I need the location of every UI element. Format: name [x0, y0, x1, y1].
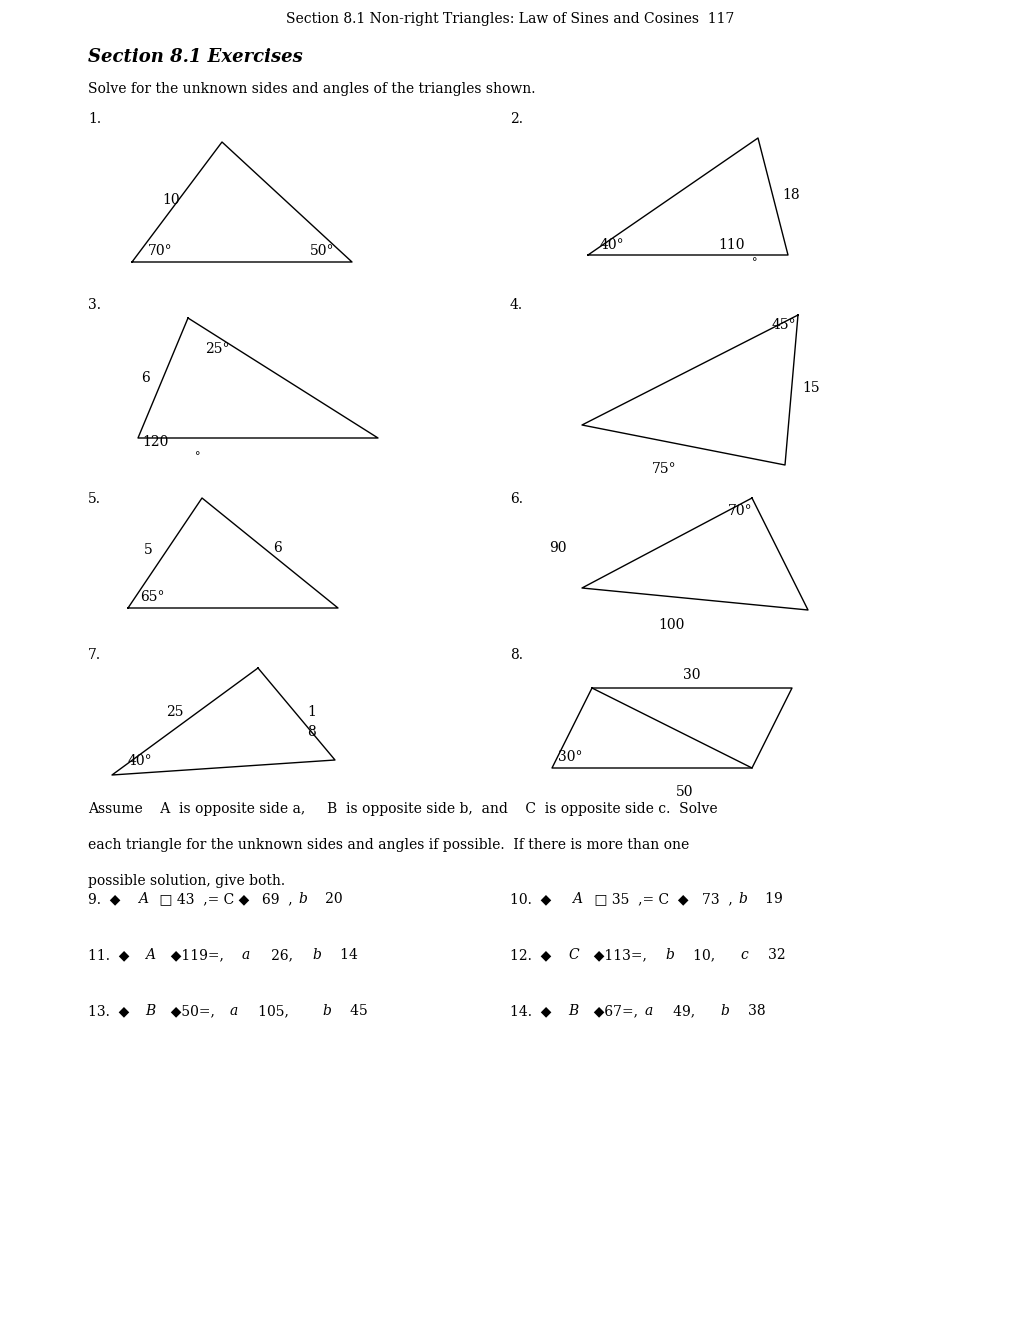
Text: 32: 32: [754, 948, 785, 962]
Text: ◆50=,: ◆50=,: [162, 1005, 215, 1018]
Text: Solve for the unknown sides and angles of the triangles shown.: Solve for the unknown sides and angles o…: [88, 82, 535, 96]
Text: 100: 100: [658, 618, 685, 632]
Text: 45: 45: [336, 1005, 368, 1018]
Text: 1: 1: [308, 705, 316, 719]
Text: 50°: 50°: [310, 244, 334, 257]
Text: 70°: 70°: [148, 244, 172, 257]
Text: 50: 50: [676, 785, 693, 799]
Text: 12.  ◆: 12. ◆: [510, 948, 550, 962]
Text: 10: 10: [162, 193, 179, 207]
Text: 30: 30: [683, 668, 700, 682]
Text: b: b: [322, 1005, 330, 1018]
Text: b: b: [738, 892, 746, 906]
Text: 40°: 40°: [599, 238, 624, 252]
Text: each triangle for the unknown sides and angles if possible.  If there is more th: each triangle for the unknown sides and …: [88, 838, 689, 851]
Text: 6: 6: [273, 541, 282, 554]
Text: 49,: 49,: [659, 1005, 694, 1018]
Text: A: A: [572, 892, 582, 906]
Text: 8.: 8.: [510, 648, 523, 663]
Text: 110: 110: [717, 238, 744, 252]
Text: 6.: 6.: [510, 492, 523, 506]
Text: 30°: 30°: [557, 750, 582, 764]
Text: 38: 38: [735, 1005, 765, 1018]
Text: 19: 19: [751, 892, 782, 906]
Text: 4.: 4.: [510, 298, 523, 312]
Text: a: a: [644, 1005, 652, 1018]
Text: Assume    A  is opposite side a,     B  is opposite side b,  and    C  is opposi: Assume A is opposite side a, B is opposi…: [88, 803, 717, 816]
Text: Section 8.1 Non-right Triangles: Law of Sines and Cosines  117: Section 8.1 Non-right Triangles: Law of …: [285, 12, 734, 26]
Text: Section 8.1 Exercises: Section 8.1 Exercises: [88, 48, 303, 66]
Text: B: B: [145, 1005, 155, 1018]
Text: 14.  ◆: 14. ◆: [510, 1005, 551, 1018]
Text: 18: 18: [782, 187, 799, 202]
Text: 11.  ◆: 11. ◆: [88, 948, 129, 962]
Text: □ 43  ,= C ◆: □ 43 ,= C ◆: [155, 892, 249, 906]
Text: a: a: [242, 948, 250, 962]
Text: ◆119=,: ◆119=,: [162, 948, 223, 962]
Text: 65°: 65°: [140, 590, 164, 605]
Text: 5: 5: [144, 543, 152, 557]
Text: °: °: [195, 451, 201, 462]
Text: 40°: 40°: [127, 754, 153, 768]
Text: A: A: [145, 948, 155, 962]
Text: 9.  ◆: 9. ◆: [88, 892, 120, 906]
Text: b: b: [312, 948, 321, 962]
Text: 14: 14: [327, 948, 358, 962]
Text: 2.: 2.: [510, 112, 523, 125]
Text: 26,: 26,: [258, 948, 292, 962]
Text: 20: 20: [312, 892, 342, 906]
Text: 105,: 105,: [245, 1005, 288, 1018]
Text: 25: 25: [166, 705, 183, 719]
Text: 15: 15: [801, 381, 819, 395]
Text: 75°: 75°: [651, 462, 676, 477]
Text: A: A: [138, 892, 148, 906]
Text: ◆113=,: ◆113=,: [585, 948, 646, 962]
Text: 70°: 70°: [728, 504, 752, 517]
Text: 8: 8: [308, 725, 316, 739]
Text: 45°: 45°: [771, 318, 796, 333]
Text: 10,: 10,: [680, 948, 714, 962]
Text: 1.: 1.: [88, 112, 101, 125]
Text: 6: 6: [141, 371, 149, 385]
Text: B: B: [568, 1005, 578, 1018]
Text: □ 35  ,= C  ◆: □ 35 ,= C ◆: [589, 892, 688, 906]
Text: b: b: [298, 892, 307, 906]
Text: 90: 90: [548, 541, 567, 554]
Text: 13.  ◆: 13. ◆: [88, 1005, 129, 1018]
Text: 69  ,: 69 ,: [262, 892, 292, 906]
Text: ◆67=,: ◆67=,: [585, 1005, 637, 1018]
Text: 5.: 5.: [88, 492, 101, 506]
Text: c: c: [739, 948, 747, 962]
Text: b: b: [719, 1005, 729, 1018]
Text: possible solution, give both.: possible solution, give both.: [88, 874, 285, 888]
Text: 10.  ◆: 10. ◆: [510, 892, 550, 906]
Text: 120: 120: [142, 436, 168, 449]
Text: °: °: [751, 257, 757, 268]
Text: 73  ,: 73 ,: [701, 892, 732, 906]
Text: a: a: [229, 1005, 238, 1018]
Text: 25°: 25°: [205, 342, 229, 356]
Text: 3.: 3.: [88, 298, 101, 312]
Text: C: C: [568, 948, 578, 962]
Text: 7.: 7.: [88, 648, 101, 663]
Text: b: b: [664, 948, 674, 962]
